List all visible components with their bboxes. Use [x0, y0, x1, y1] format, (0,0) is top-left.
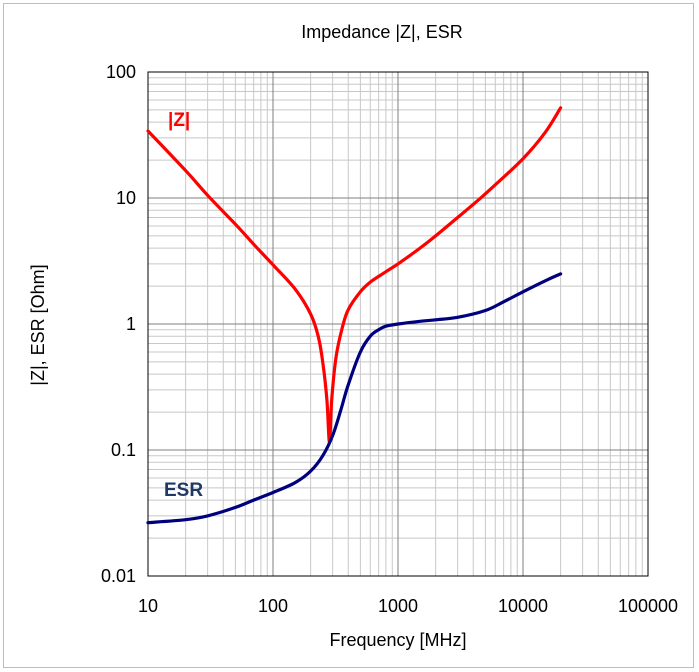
- y-tick-label: 1: [126, 314, 136, 334]
- y-tick-label: 10: [116, 188, 136, 208]
- series-label-impedance: |Z|: [168, 110, 190, 131]
- x-tick-label: 10000: [498, 596, 548, 616]
- series-line-esr: [146, 272, 563, 525]
- series-labels: |Z| ESR: [164, 110, 203, 501]
- x-tick-label: 1000: [378, 596, 418, 616]
- series-lines: [146, 106, 563, 525]
- y-axis-tick-labels: 0.01 0.1 1 10 100: [101, 62, 136, 586]
- x-axis-tick-labels: 10 100 1000 10000 100000: [138, 596, 678, 616]
- y-axis-title: |Z|, ESR [Ohm]: [28, 264, 48, 385]
- x-tick-label: 100000: [618, 596, 678, 616]
- x-tick-label: 100: [258, 596, 288, 616]
- plot-area-border: [147, 71, 649, 577]
- x-axis-title: Frequency [MHz]: [329, 630, 466, 650]
- y-tick-label: 0.01: [101, 566, 136, 586]
- series-label-esr: ESR: [164, 480, 203, 501]
- series-line-impedance: [146, 106, 563, 444]
- chart-title: Impedance |Z|, ESR: [301, 22, 462, 42]
- x-tick-label: 10: [138, 596, 158, 616]
- y-tick-label: 100: [106, 62, 136, 82]
- y-tick-label: 0.1: [111, 440, 136, 460]
